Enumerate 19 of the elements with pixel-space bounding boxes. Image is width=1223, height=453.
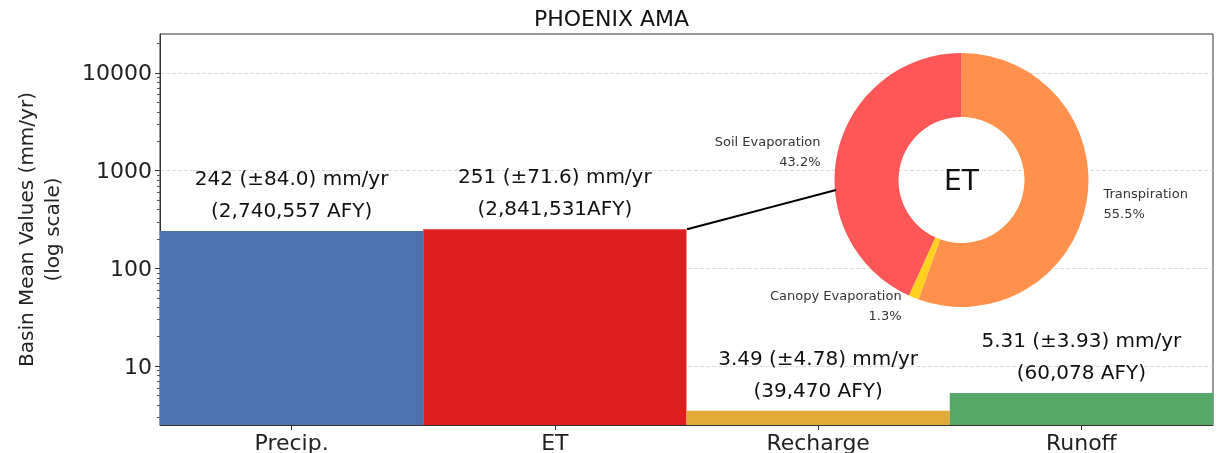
data-label: 5.31 (±3.93) mm/yr (60,078 AFY) — [981, 328, 1183, 385]
slice-label: Soil Evaporation — [714, 133, 821, 149]
chart-title: PHOENIX AMA — [533, 5, 690, 31]
y-tick-label: 1000 — [96, 158, 152, 184]
slice-label: Transpiration — [1102, 185, 1188, 201]
x-tick-label: ET — [541, 429, 570, 453]
data-label: 55.5% — [1103, 205, 1145, 221]
x-tick-label: Runoff — [1045, 429, 1118, 453]
y-tick-label: 10000 — [82, 60, 152, 86]
y-tick-label: 10 — [124, 353, 152, 379]
y-axis-title: Basin Mean Values (mm/yr) (log scale) — [14, 92, 64, 367]
y-tick-label: 100 — [110, 255, 152, 281]
data-label: 242 (±84.0) mm/yr (2,740,557 AFY) — [194, 165, 390, 222]
data-label: 43.2% — [779, 153, 821, 169]
data-label: 3.49 (±4.78) mm/yr (39,470 AFY) — [718, 345, 919, 402]
data-label: 251 (±71.6) mm/yr (2,841,531AFY) — [458, 164, 653, 221]
data-label: 1.3% — [868, 307, 902, 323]
slice-label: Canopy Evaporation — [770, 287, 902, 303]
text: ET — [944, 163, 980, 197]
